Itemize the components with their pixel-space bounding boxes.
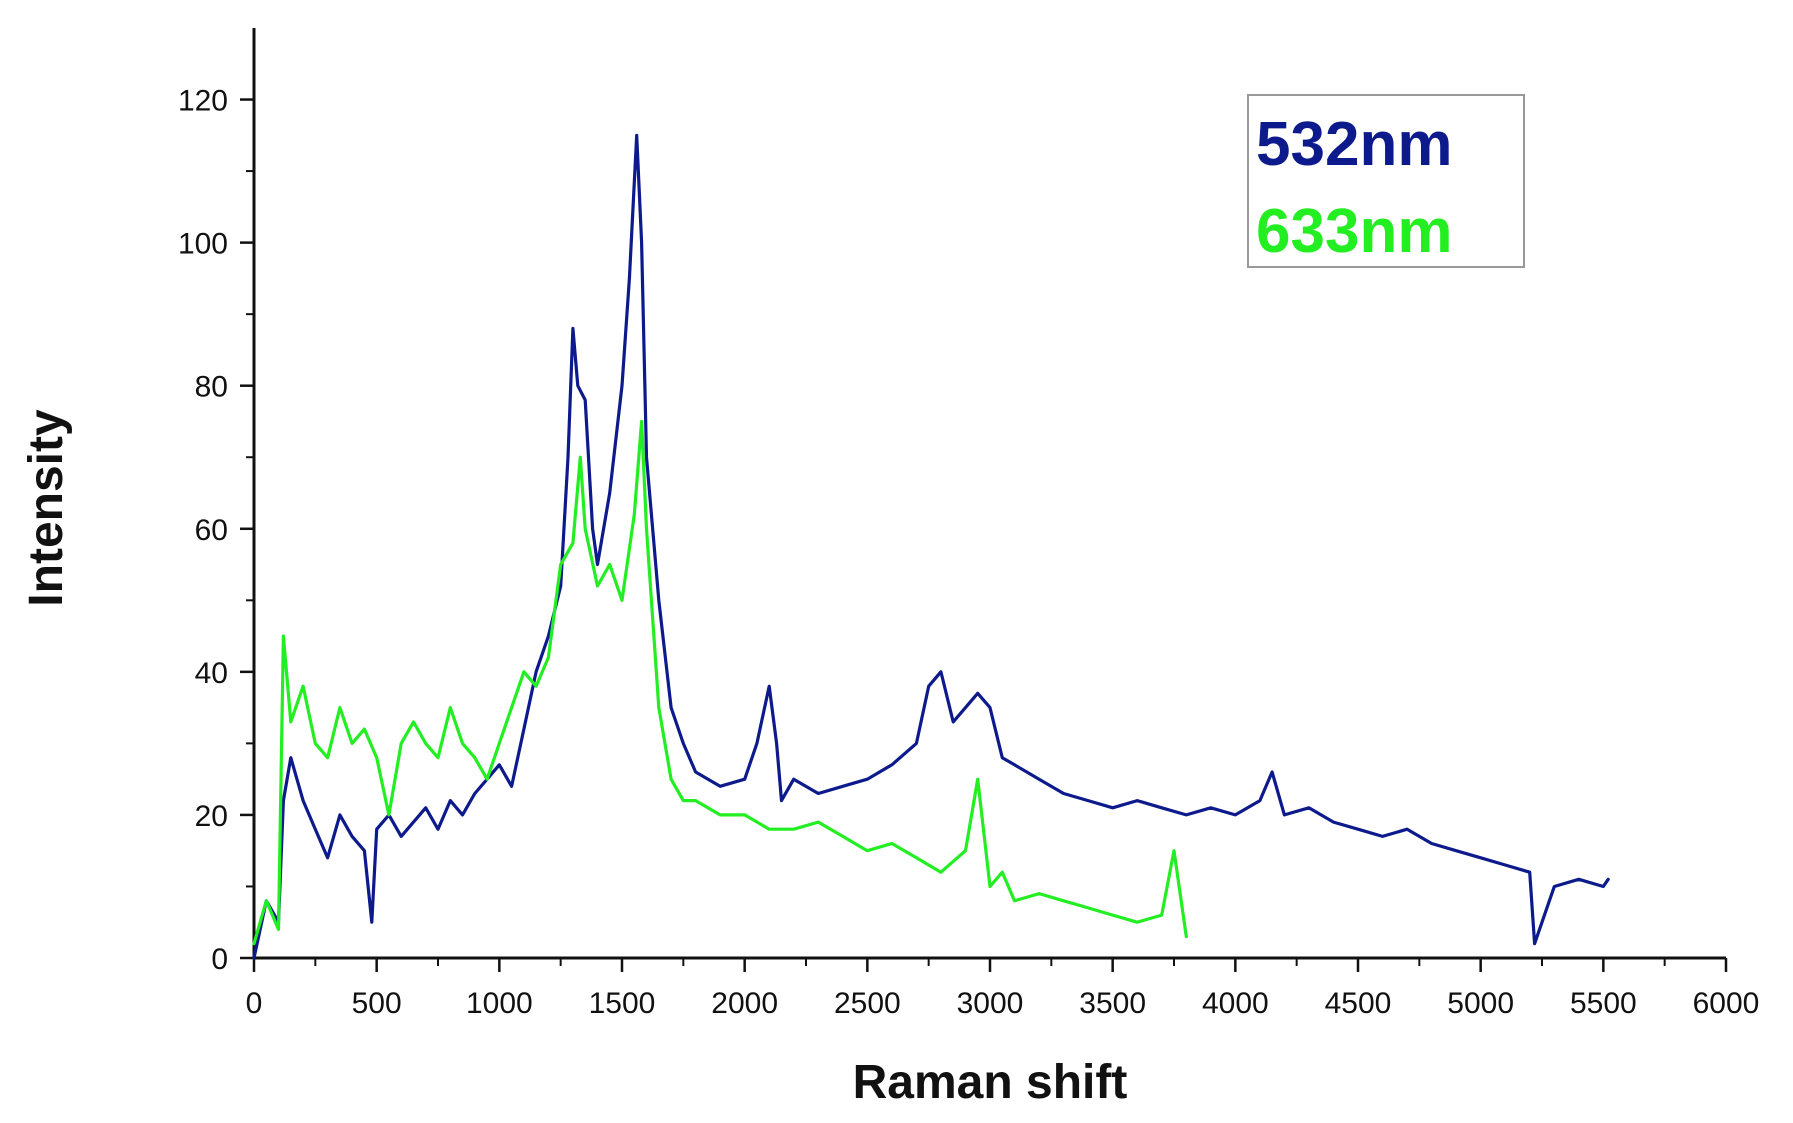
x-tick-label: 1000	[466, 987, 533, 1020]
x-tick-label: 0	[246, 987, 263, 1020]
series-line-532nm	[252, 133, 1610, 960]
x-tick-label: 4000	[1202, 987, 1269, 1020]
y-axis-title: Intensity	[20, 409, 73, 607]
x-tick-label: 3000	[957, 987, 1024, 1020]
x-tick-label: 6000	[1693, 987, 1760, 1020]
legend-item-532nm: 532nm	[1256, 110, 1452, 179]
x-tick-label: 2500	[834, 987, 901, 1020]
y-tick-label: 60	[195, 514, 228, 547]
y-tick-label: 120	[178, 85, 228, 118]
data-series	[252, 133, 1610, 960]
legend-item-633nm: 633nm	[1256, 197, 1452, 266]
x-tick-label: 1500	[589, 987, 656, 1020]
x-tick-label: 2000	[711, 987, 778, 1020]
x-tick-label: 3500	[1079, 987, 1146, 1020]
y-tick-label: 100	[178, 228, 228, 261]
y-tick-label: 40	[195, 657, 228, 690]
x-tick-label: 5000	[1447, 987, 1514, 1020]
axes: 0 500 1000 1500 2000 2500 3000 3500 4000 4500 5000…	[178, 28, 1759, 1020]
x-tick-label: 500	[352, 987, 402, 1020]
series-line-633nm	[252, 419, 1188, 946]
x-tick-label: 5500	[1570, 987, 1637, 1020]
legend-box	[1247, 94, 1525, 268]
x-axis-title: Raman shift	[853, 1056, 1128, 1109]
y-tick-label: 80	[195, 371, 228, 404]
y-tick-label: 0	[211, 943, 228, 976]
x-tick-label: 4500	[1325, 987, 1392, 1020]
legend: 532nm 633nm	[1247, 94, 1525, 268]
y-tick-label: 20	[195, 800, 228, 833]
